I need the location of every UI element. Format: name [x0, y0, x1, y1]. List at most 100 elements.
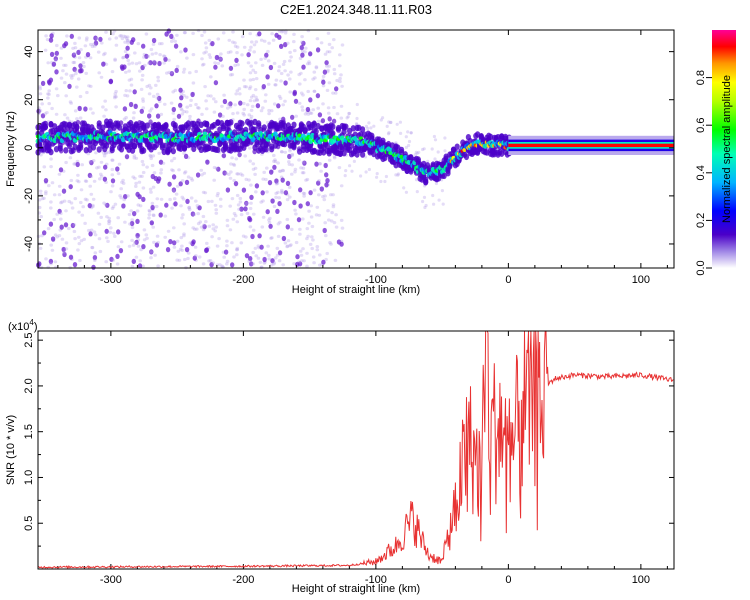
noise-pixel [117, 162, 122, 166]
noise-pixel [244, 85, 248, 89]
ridge-pixel [165, 128, 171, 135]
noise-pixel [209, 262, 214, 268]
ridge-pixel [66, 142, 73, 150]
noise-pixel [149, 47, 154, 52]
noise-pixel [171, 106, 176, 113]
noise-pixel [274, 178, 279, 184]
noise-pixel [323, 194, 327, 198]
ridge-pixel [339, 144, 345, 151]
noise-pixel [263, 56, 268, 60]
noise-pixel [97, 165, 101, 169]
ridge-pixel [96, 120, 102, 127]
noise-pixel [202, 51, 206, 55]
noise-pixel [346, 115, 350, 119]
noise-pixel [423, 205, 427, 210]
noise-pixel [149, 107, 154, 111]
noise-pixel [87, 84, 91, 88]
noise-pixel [129, 220, 135, 227]
noise-pixel [334, 86, 339, 92]
noise-pixel [93, 35, 98, 41]
noise-pixel [230, 156, 234, 160]
noise-pixel [287, 162, 292, 166]
noise-pixel [50, 181, 55, 185]
noise-pixel [104, 30, 108, 34]
noise-pixel [379, 118, 383, 122]
noise-pixel [151, 225, 155, 229]
noise-pixel [201, 262, 206, 266]
noise-pixel [326, 31, 331, 35]
ridge-core-pixel [399, 154, 404, 159]
noise-pixel [314, 161, 319, 167]
noise-pixel [84, 71, 88, 75]
noise-pixel [98, 249, 103, 254]
snr-frame [37, 330, 675, 570]
noise-pixel [165, 71, 169, 75]
noise-pixel [350, 169, 354, 173]
noise-pixel [254, 254, 258, 258]
noise-pixel [164, 31, 169, 37]
ridge-pixel [263, 146, 269, 153]
noise-pixel [40, 80, 46, 86]
noise-pixel [48, 221, 54, 227]
noise-pixel [266, 244, 270, 248]
noise-pixel [324, 234, 328, 238]
noise-pixel [233, 63, 237, 67]
noise-pixel [321, 84, 326, 88]
noise-pixel [254, 183, 260, 189]
noise-pixel [116, 245, 121, 249]
noise-pixel [67, 83, 72, 89]
noise-pixel [325, 178, 330, 184]
noise-pixel [125, 94, 130, 98]
noise-pixel [272, 204, 277, 209]
colorbar-ticks: 0.0 0.2 0.4 0.6 0.8 [695, 70, 712, 276]
noise-pixel [99, 174, 104, 178]
noise-pixel [327, 111, 331, 115]
noise-pixel [327, 50, 332, 54]
noise-pixel [91, 42, 96, 46]
noise-pixel [214, 54, 220, 61]
noise-pixel [93, 251, 98, 255]
noise-pixel [85, 52, 91, 58]
noise-pixel [107, 150, 111, 154]
noise-pixel [53, 233, 58, 237]
noise-pixel [369, 126, 373, 130]
noise-pixel [179, 50, 183, 54]
noise-pixel [247, 259, 251, 263]
noise-pixel [305, 237, 309, 241]
noise-pixel [269, 263, 274, 267]
noise-pixel [130, 238, 134, 242]
noise-pixel [171, 174, 177, 180]
noise-pixel [149, 190, 153, 194]
noise-pixel [294, 240, 299, 245]
noise-pixel [132, 111, 136, 115]
noise-pixel [322, 198, 327, 202]
noise-pixel [195, 172, 201, 178]
noise-pixel [324, 182, 329, 188]
noise-pixel [220, 264, 224, 268]
noise-pixel [389, 120, 393, 125]
noise-pixel [108, 78, 114, 84]
noise-pixel [46, 92, 50, 96]
noise-pixel [141, 186, 146, 190]
colorbar-title: Normalized spectral amplitude [721, 75, 733, 223]
noise-pixel [270, 32, 274, 36]
noise-pixel [267, 108, 271, 113]
noise-pixel [212, 110, 217, 114]
noise-pixel [158, 212, 163, 218]
noise-pixel [272, 153, 276, 158]
noise-pixel [91, 203, 95, 207]
noise-pixel [102, 154, 107, 158]
noise-pixel [347, 111, 351, 116]
ridge-pixel [313, 128, 319, 135]
noise-pixel [431, 193, 435, 198]
noise-pixel [315, 205, 320, 209]
noise-pixel [235, 248, 239, 252]
noise-pixel [90, 245, 94, 250]
noise-pixel [124, 154, 130, 160]
noise-pixel [268, 223, 273, 229]
colorbar-tick-label: 0.2 [695, 213, 707, 228]
noise-pixel [99, 75, 104, 79]
noise-pixel [265, 74, 270, 80]
noise-pixel [197, 255, 202, 259]
noise-pixel [242, 85, 247, 89]
